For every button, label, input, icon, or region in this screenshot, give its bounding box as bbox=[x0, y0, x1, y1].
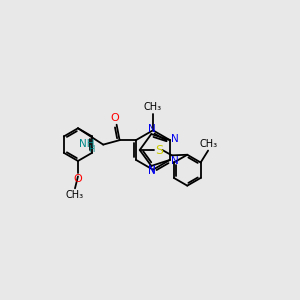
Text: S: S bbox=[155, 143, 163, 157]
Text: O: O bbox=[74, 174, 82, 184]
Text: H: H bbox=[88, 146, 94, 154]
Text: N: N bbox=[148, 124, 156, 134]
Text: CH₃: CH₃ bbox=[66, 190, 84, 200]
Text: N: N bbox=[148, 166, 156, 176]
Text: N: N bbox=[172, 156, 179, 166]
Text: NH: NH bbox=[79, 139, 94, 149]
Text: O: O bbox=[111, 113, 119, 123]
Text: N: N bbox=[148, 165, 155, 175]
Text: CH₃: CH₃ bbox=[200, 139, 218, 149]
Text: CH₃: CH₃ bbox=[144, 102, 162, 112]
Text: N: N bbox=[172, 134, 179, 144]
